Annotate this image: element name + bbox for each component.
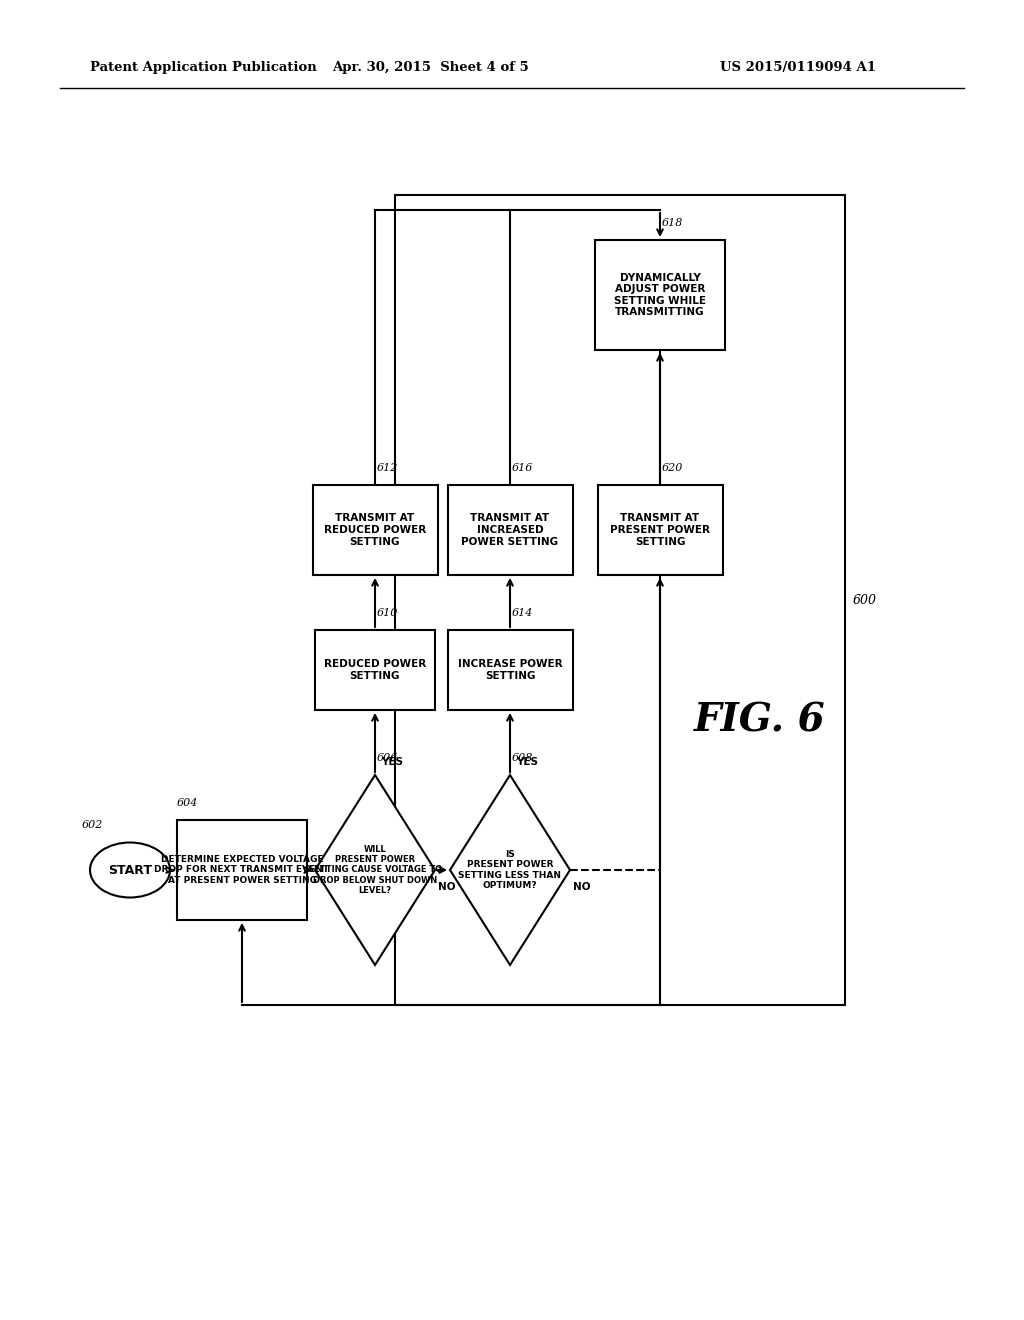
Bar <box>595 240 725 350</box>
Text: TRANSMIT AT
PRESENT POWER
SETTING: TRANSMIT AT PRESENT POWER SETTING <box>610 513 710 546</box>
Text: Patent Application Publication: Patent Application Publication <box>90 62 316 74</box>
Bar <box>447 630 572 710</box>
Bar <box>312 484 437 576</box>
Text: 620: 620 <box>662 463 683 473</box>
Text: US 2015/0119094 A1: US 2015/0119094 A1 <box>720 62 876 74</box>
Text: WILL
PRESENT POWER
SETTING CAUSE VOLTAGE TO
DROP BELOW SHUT DOWN
LEVEL?: WILL PRESENT POWER SETTING CAUSE VOLTAGE… <box>308 845 442 895</box>
Text: NO: NO <box>438 882 456 892</box>
Text: 612: 612 <box>377 463 398 473</box>
Bar <box>447 484 572 576</box>
Text: 608: 608 <box>512 752 534 763</box>
Bar <box>597 484 723 576</box>
Text: DYNAMICALLY
ADJUST POWER
SETTING WHILE
TRANSMITTING: DYNAMICALLY ADJUST POWER SETTING WHILE T… <box>614 273 706 317</box>
Bar <box>177 820 307 920</box>
Text: 600: 600 <box>853 594 877 606</box>
Text: 618: 618 <box>662 218 683 228</box>
Text: INCREASE POWER
SETTING: INCREASE POWER SETTING <box>458 659 562 681</box>
Text: IS
PRESENT POWER
SETTING LESS THAN
OPTIMUM?: IS PRESENT POWER SETTING LESS THAN OPTIM… <box>459 850 561 890</box>
Polygon shape <box>315 775 435 965</box>
Text: REDUCED POWER
SETTING: REDUCED POWER SETTING <box>324 659 426 681</box>
Text: 604: 604 <box>177 799 199 808</box>
Text: FIG. 6: FIG. 6 <box>694 701 825 739</box>
Text: YES: YES <box>516 756 538 767</box>
Text: TRANSMIT AT
REDUCED POWER
SETTING: TRANSMIT AT REDUCED POWER SETTING <box>324 513 426 546</box>
Text: TRANSMIT AT
INCREASED
POWER SETTING: TRANSMIT AT INCREASED POWER SETTING <box>462 513 558 546</box>
Text: 610: 610 <box>377 609 398 618</box>
Polygon shape <box>450 775 570 965</box>
Text: Apr. 30, 2015  Sheet 4 of 5: Apr. 30, 2015 Sheet 4 of 5 <box>332 62 528 74</box>
Text: 606: 606 <box>377 752 398 763</box>
Text: YES: YES <box>381 756 403 767</box>
Ellipse shape <box>90 842 170 898</box>
Bar <box>395 195 845 1005</box>
Text: 602: 602 <box>82 821 103 830</box>
Text: 616: 616 <box>512 463 534 473</box>
Text: 614: 614 <box>512 609 534 618</box>
Text: DETERMINE EXPECTED VOLTAGE
DROP FOR NEXT TRANSMIT EVENT
AT PRESENT POWER SETTING: DETERMINE EXPECTED VOLTAGE DROP FOR NEXT… <box>155 855 330 884</box>
Bar <box>315 630 435 710</box>
Text: NO: NO <box>573 882 591 892</box>
Text: START: START <box>108 863 152 876</box>
